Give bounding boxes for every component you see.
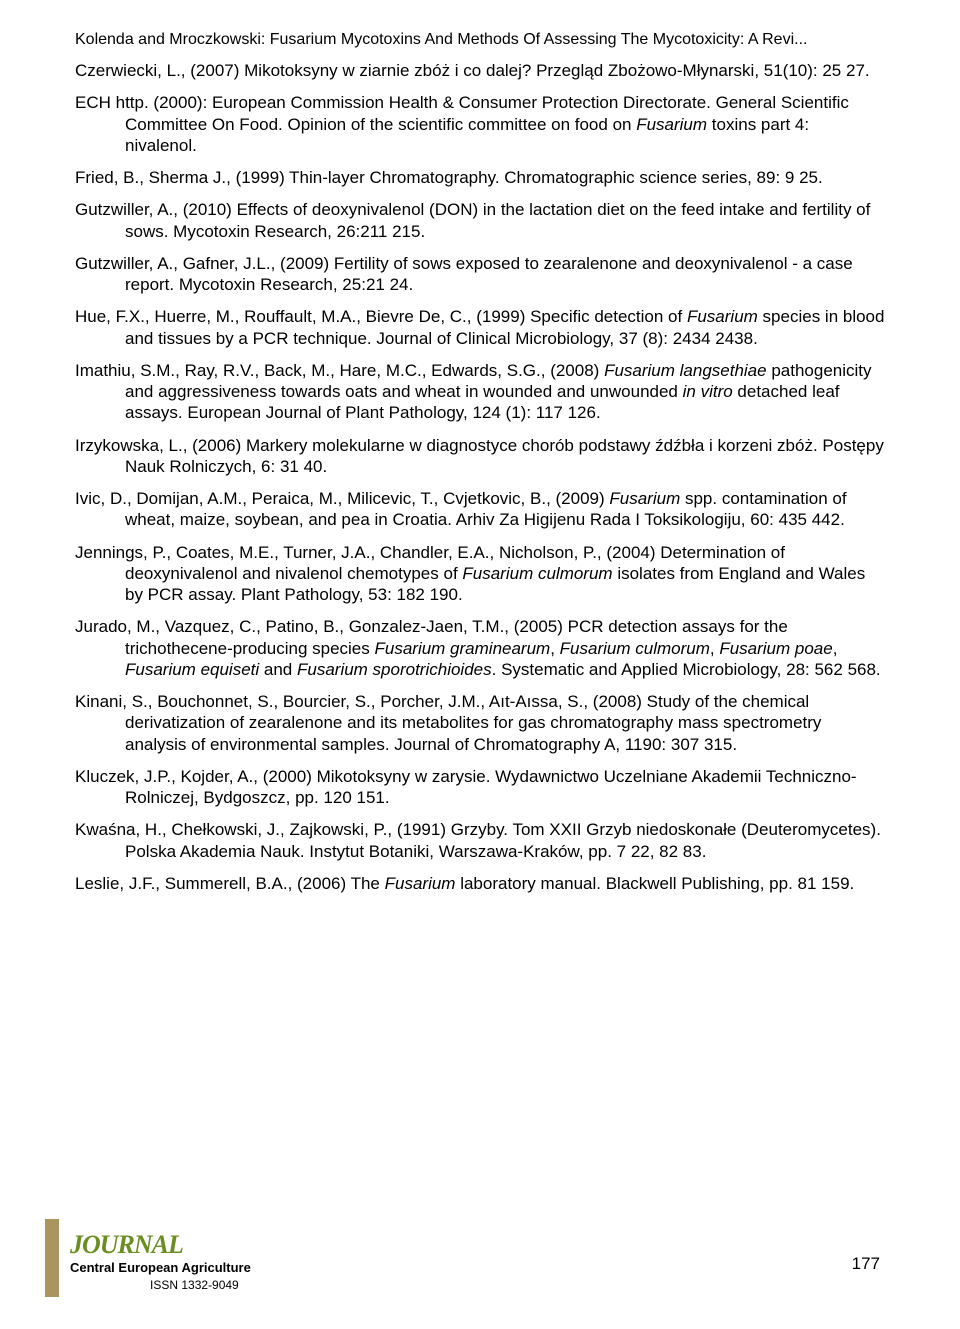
reference-entry: Irzykowska, L., (2006) Markery molekular…	[75, 435, 885, 478]
reference-entry: Czerwiecki, L., (2007) Mikotoksyny w zia…	[75, 60, 885, 81]
reference-entry: Kluczek, J.P., Kojder, A., (2000) Mikoto…	[75, 766, 885, 809]
reference-entry: Jennings, P., Coates, M.E., Turner, J.A.…	[75, 542, 885, 606]
journal-logo: JOURNAL Central European Agriculture ISS…	[70, 1229, 251, 1293]
reference-entry: Imathiu, S.M., Ray, R.V., Back, M., Hare…	[75, 360, 885, 424]
references-list: Czerwiecki, L., (2007) Mikotoksyny w zia…	[75, 60, 885, 894]
page-number: 177	[852, 1253, 880, 1274]
reference-entry: Hue, F.X., Huerre, M., Rouffault, M.A., …	[75, 306, 885, 349]
reference-entry: ECH http. (2000): European Commission He…	[75, 92, 885, 156]
reference-entry: Gutzwiller, A., Gafner, J.L., (2009) Fer…	[75, 253, 885, 296]
reference-entry: Leslie, J.F., Summerell, B.A., (2006) Th…	[75, 873, 885, 894]
footer-color-bar	[45, 1219, 59, 1297]
reference-entry: Jurado, M., Vazquez, C., Patino, B., Gon…	[75, 616, 885, 680]
journal-word: JOURNAL	[70, 1229, 251, 1262]
page-footer: JOURNAL Central European Agriculture ISS…	[0, 1219, 960, 1309]
journal-subtitle: Central European Agriculture	[70, 1260, 251, 1276]
reference-entry: Gutzwiller, A., (2010) Effects of deoxyn…	[75, 199, 885, 242]
reference-entry: Kinani, S., Bouchonnet, S., Bourcier, S.…	[75, 691, 885, 755]
reference-entry: Ivic, D., Domijan, A.M., Peraica, M., Mi…	[75, 488, 885, 531]
issn-text: ISSN 1332-9049	[150, 1278, 251, 1293]
reference-entry: Kwaśna, H., Chełkowski, J., Zajkowski, P…	[75, 819, 885, 862]
running-header: Kolenda and Mroczkowski: Fusarium Mycoto…	[75, 30, 885, 50]
reference-entry: Fried, B., Sherma J., (1999) Thin-layer …	[75, 167, 885, 188]
